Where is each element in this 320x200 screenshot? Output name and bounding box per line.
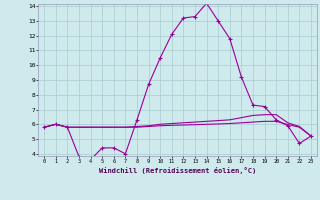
X-axis label: Windchill (Refroidissement éolien,°C): Windchill (Refroidissement éolien,°C) [99, 167, 256, 174]
